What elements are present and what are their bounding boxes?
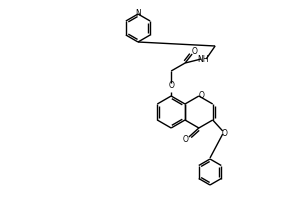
- Text: O: O: [168, 82, 174, 90]
- Text: O: O: [191, 47, 197, 56]
- Text: O: O: [183, 134, 189, 144]
- Text: N: N: [135, 8, 141, 18]
- Text: O: O: [199, 90, 205, 99]
- Text: NH: NH: [197, 54, 209, 64]
- Text: O: O: [222, 129, 228, 138]
